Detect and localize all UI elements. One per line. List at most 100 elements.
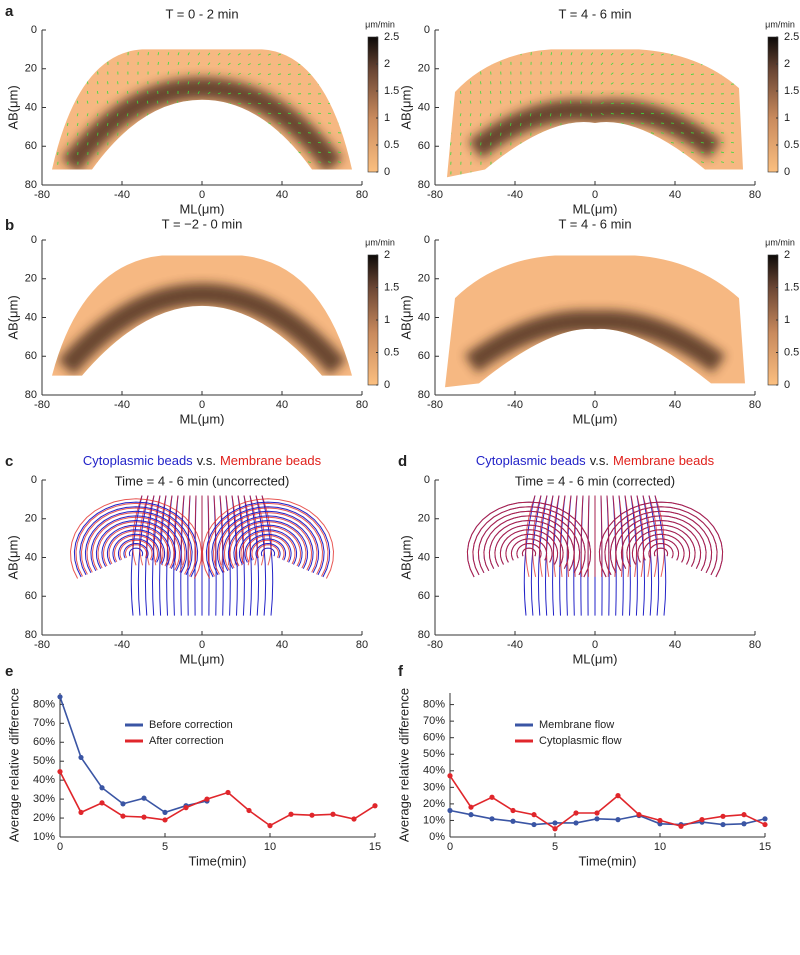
flow-arrow bbox=[449, 90, 452, 95]
flow-arrow bbox=[559, 113, 562, 117]
vortex-streamline bbox=[102, 525, 170, 567]
y-axis-label: AB(μm) bbox=[398, 535, 413, 579]
flow-arrow bbox=[670, 83, 675, 85]
flow-arrow bbox=[680, 171, 684, 173]
title-connector: v.s. bbox=[197, 453, 216, 468]
flow-arrow bbox=[187, 81, 190, 85]
vortex-streamline bbox=[108, 530, 164, 565]
flow-arrow bbox=[287, 132, 292, 134]
flow-arrow bbox=[168, 43, 169, 46]
y-tick-label: 50% bbox=[423, 748, 445, 760]
data-point bbox=[288, 811, 294, 817]
streamline bbox=[532, 495, 542, 578]
streamline bbox=[566, 495, 572, 577]
x-tick-label: 80 bbox=[749, 189, 761, 201]
flow-arrow bbox=[207, 91, 211, 95]
flow-arrow bbox=[217, 112, 222, 115]
flow-arrow bbox=[710, 171, 714, 173]
data-point bbox=[552, 826, 558, 832]
flow-arrow bbox=[610, 171, 614, 174]
colorbar-tick-label: 2.5 bbox=[784, 31, 799, 43]
colorbar-tick-label: 0 bbox=[384, 166, 390, 178]
data-point bbox=[657, 817, 663, 824]
chart-title: T = 4 - 6 min bbox=[558, 216, 631, 231]
vortex-streamline bbox=[499, 529, 559, 565]
flow-arrow bbox=[621, 44, 623, 46]
y-tick-label: 80% bbox=[33, 698, 55, 710]
y-tick-label: 80 bbox=[25, 389, 37, 401]
flow-arrow bbox=[227, 151, 231, 155]
flow-arrow bbox=[710, 73, 715, 75]
flow-arrow bbox=[237, 132, 241, 135]
data-point bbox=[741, 812, 747, 818]
flow-arrow bbox=[218, 43, 220, 45]
x-tick-label: -80 bbox=[427, 399, 443, 411]
vortex-streamline bbox=[477, 510, 581, 574]
flow-arrow bbox=[640, 63, 644, 66]
y-axis-label: AB(μm) bbox=[5, 85, 20, 129]
flow-arrow bbox=[227, 62, 231, 66]
y-axis-label: AB(μm) bbox=[398, 85, 413, 129]
flow-arrow bbox=[640, 142, 644, 144]
flow-arrow bbox=[489, 100, 492, 104]
y-tick-label: 70% bbox=[33, 717, 55, 729]
flow-arrow bbox=[96, 100, 99, 104]
flow-arrow bbox=[56, 113, 59, 117]
data-point bbox=[678, 823, 684, 829]
flow-arrow bbox=[177, 161, 180, 165]
colorbar-tick-label: 1 bbox=[384, 112, 390, 124]
flow-arrow bbox=[720, 63, 725, 66]
streamline bbox=[530, 495, 542, 616]
heatmap-region bbox=[52, 255, 352, 376]
flow-arrow bbox=[267, 151, 271, 154]
flow-arrow bbox=[56, 100, 59, 104]
data-point bbox=[615, 817, 621, 823]
vortex-streamline bbox=[516, 542, 542, 559]
flow-arrow bbox=[470, 132, 472, 136]
flow-arrow bbox=[720, 171, 724, 173]
y-tick-label: 40 bbox=[418, 311, 430, 323]
y-tick-label: 40 bbox=[25, 101, 37, 113]
flow-arrow bbox=[650, 171, 654, 174]
flow-arrow bbox=[570, 61, 573, 66]
flow-arrow bbox=[247, 142, 251, 144]
flow-arrow bbox=[297, 73, 302, 75]
flow-arrow bbox=[188, 171, 189, 174]
flow-arrow bbox=[166, 100, 169, 104]
flow-arrow bbox=[720, 161, 725, 163]
flow-arrow bbox=[267, 73, 271, 75]
flow-arrow bbox=[217, 142, 221, 145]
flow-arrow bbox=[328, 171, 331, 172]
colorbar-tick-label: 1.5 bbox=[384, 281, 399, 293]
flow-arrow bbox=[96, 122, 99, 127]
y-tick-label: 0 bbox=[31, 234, 37, 246]
flow-arrow bbox=[610, 62, 614, 66]
flow-arrow bbox=[197, 122, 200, 126]
streamline bbox=[573, 495, 578, 577]
streamline bbox=[261, 495, 274, 616]
flow-arrow bbox=[670, 161, 674, 164]
flow-arrow bbox=[470, 81, 472, 85]
flow-arrow bbox=[187, 151, 190, 155]
flow-arrow bbox=[267, 161, 271, 164]
y-tick-label: 30% bbox=[423, 781, 445, 793]
y-tick-label: 40% bbox=[423, 765, 445, 777]
flow-arrow bbox=[720, 151, 725, 154]
x-axis-label: ML(μm) bbox=[572, 651, 617, 666]
flow-arrow bbox=[550, 171, 553, 175]
flow-arrow bbox=[76, 113, 79, 117]
flow-arrow bbox=[237, 82, 241, 85]
flow-arrow bbox=[268, 171, 271, 172]
flow-arrow bbox=[238, 171, 240, 173]
x-tick-label: -40 bbox=[114, 639, 130, 651]
heatmap-dark bbox=[468, 99, 722, 159]
flow-arrow bbox=[86, 100, 89, 104]
data-point bbox=[162, 817, 168, 823]
flow-arrow bbox=[651, 44, 654, 45]
flow-arrow bbox=[207, 102, 211, 105]
flow-arrow bbox=[550, 151, 552, 156]
y-tick-label: 0 bbox=[424, 474, 430, 486]
flow-arrow bbox=[540, 161, 542, 165]
flow-arrow bbox=[590, 142, 593, 146]
